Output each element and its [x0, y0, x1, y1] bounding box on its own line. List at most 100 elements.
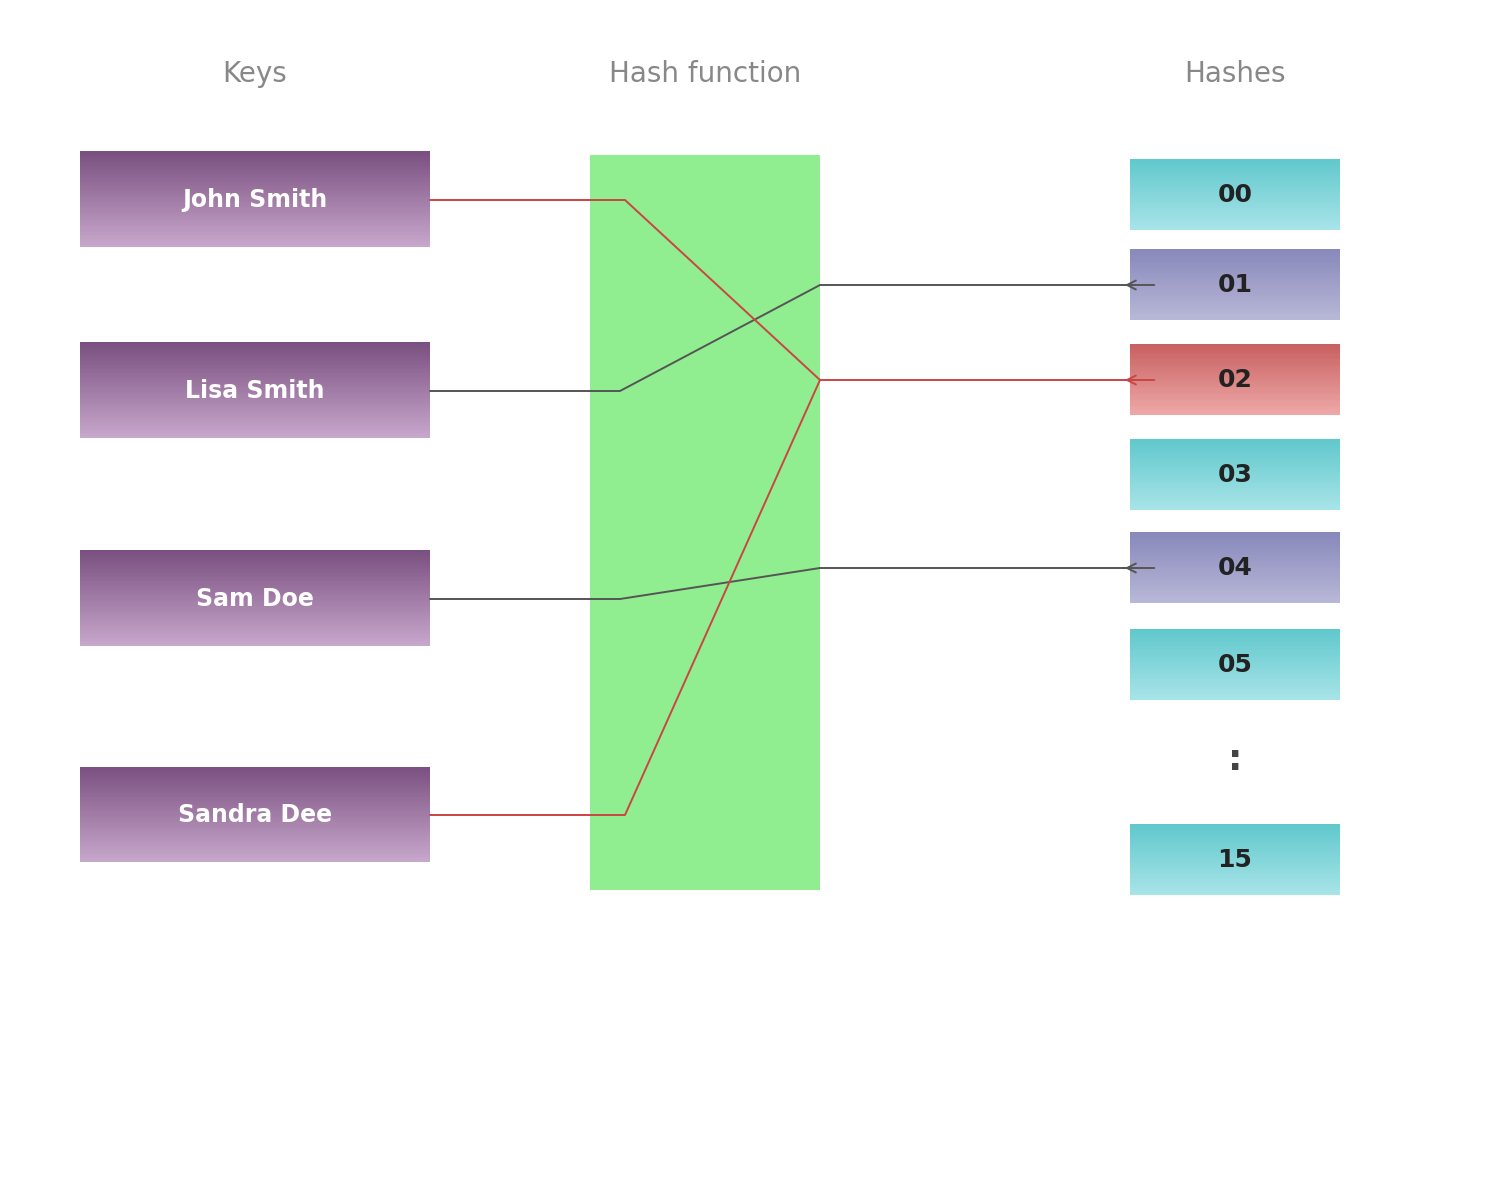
Bar [1129, 599, 1340, 602]
Bar [81, 613, 430, 615]
Bar [1129, 866, 1340, 868]
Bar [81, 771, 430, 774]
Bar [1129, 219, 1340, 221]
Bar [1129, 174, 1340, 177]
Bar [1129, 691, 1340, 693]
Bar [81, 836, 430, 838]
Bar [1129, 203, 1340, 205]
Bar [1129, 690, 1340, 691]
Bar [1129, 493, 1340, 494]
Bar [1129, 486, 1340, 488]
Bar [1129, 824, 1340, 826]
Bar [1129, 533, 1340, 534]
Bar [1129, 166, 1340, 168]
Bar [81, 383, 430, 386]
Bar [1129, 480, 1340, 482]
Bar [81, 841, 430, 843]
Bar [81, 395, 430, 398]
Bar [1129, 355, 1340, 357]
Bar [1129, 541, 1340, 543]
Bar [1129, 568, 1340, 571]
Bar [1129, 350, 1340, 352]
Bar [1129, 855, 1340, 856]
Bar [1129, 552, 1340, 554]
Bar [1129, 684, 1340, 687]
Bar [1129, 587, 1340, 590]
Bar [1129, 481, 1340, 484]
Text: 00: 00 [1218, 183, 1252, 207]
Bar [81, 244, 430, 246]
Bar [1129, 176, 1340, 178]
Bar [1129, 667, 1340, 670]
Bar [1129, 472, 1340, 474]
Bar [81, 642, 430, 645]
Bar [81, 844, 430, 847]
Bar [81, 195, 430, 197]
Bar [1129, 689, 1340, 690]
Bar [1129, 210, 1340, 213]
Bar [81, 430, 430, 432]
Bar [1129, 652, 1340, 654]
Bar [1129, 316, 1340, 319]
Bar [81, 167, 430, 170]
Bar [81, 603, 430, 605]
Bar [1129, 162, 1340, 165]
Bar [81, 178, 430, 181]
Bar [1129, 368, 1340, 369]
Bar [1129, 590, 1340, 592]
Bar [1129, 251, 1340, 253]
Bar [1129, 310, 1340, 313]
Bar [1129, 411, 1340, 413]
Bar [1129, 482, 1340, 485]
Bar [1129, 546, 1340, 548]
Bar [1129, 458, 1340, 461]
Bar [1129, 165, 1340, 167]
Bar [1129, 461, 1340, 463]
Bar [1129, 860, 1340, 862]
Bar [1129, 220, 1340, 222]
Bar [1129, 357, 1340, 359]
Bar [1129, 586, 1340, 587]
Bar [1129, 312, 1340, 314]
Bar [1129, 443, 1340, 444]
Bar [81, 214, 430, 216]
Bar [1129, 853, 1340, 854]
Bar [81, 388, 430, 390]
Bar [1129, 270, 1340, 272]
Bar [1129, 849, 1340, 850]
Bar [1129, 500, 1340, 503]
Bar [1129, 880, 1340, 882]
Bar [1129, 222, 1340, 224]
Bar [1129, 554, 1340, 556]
Bar [1129, 494, 1340, 496]
Bar [1129, 682, 1340, 684]
Bar [1129, 273, 1340, 276]
Bar [81, 571, 430, 573]
Bar [81, 245, 430, 247]
Bar [1129, 405, 1340, 407]
Bar [1129, 473, 1340, 475]
Bar [81, 798, 430, 801]
Bar [81, 576, 430, 578]
Bar [81, 838, 430, 841]
Bar [81, 825, 430, 827]
Bar [81, 239, 430, 241]
Bar [81, 617, 430, 620]
Bar [1129, 651, 1340, 653]
Bar [81, 393, 430, 395]
Bar [81, 634, 430, 638]
Bar [1129, 294, 1340, 295]
Bar [1129, 290, 1340, 293]
Bar [1129, 661, 1340, 664]
Bar [1129, 177, 1340, 179]
Bar [81, 573, 430, 576]
Bar [81, 164, 430, 167]
Bar [1129, 632, 1340, 634]
Bar [1129, 448, 1340, 450]
Bar [81, 819, 430, 821]
Bar [1129, 358, 1340, 361]
Bar [1129, 466, 1340, 468]
Bar [1129, 601, 1340, 603]
Bar [81, 419, 430, 421]
Bar [81, 641, 430, 644]
